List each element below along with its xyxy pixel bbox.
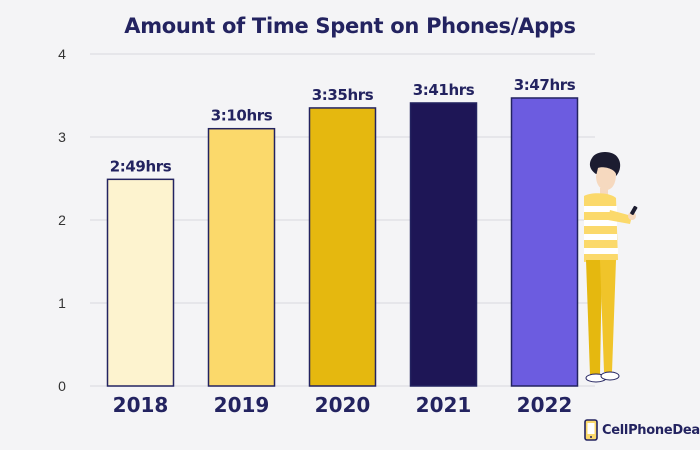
data-label: 3:41hrs bbox=[413, 81, 475, 99]
bar bbox=[106, 178, 175, 387]
data-labels: 2:49hrs 3:10hrs 3:35hrs 3:41hrs 3:47hrs bbox=[110, 76, 576, 175]
data-label: 2:49hrs bbox=[110, 157, 172, 175]
data-label: 3:10hrs bbox=[211, 107, 273, 125]
x-tick-label: 2019 bbox=[214, 393, 270, 417]
bar bbox=[510, 97, 579, 387]
brand-name: CellPhoneDeal bbox=[602, 422, 700, 438]
bar bbox=[409, 102, 478, 387]
x-tick-label: 2022 bbox=[517, 393, 573, 417]
person-using-phone-icon bbox=[584, 152, 638, 383]
y-tick-label: 4 bbox=[58, 46, 66, 62]
y-tick-label: 2 bbox=[58, 212, 66, 228]
x-axis-ticks: 2018 2019 2020 2021 2022 bbox=[113, 393, 573, 417]
bar bbox=[207, 127, 276, 387]
data-label: 3:35hrs bbox=[312, 86, 374, 104]
y-tick-label: 3 bbox=[58, 129, 66, 145]
bar bbox=[308, 107, 377, 387]
chart-title: Amount of Time Spent on Phones/Apps bbox=[124, 14, 576, 38]
x-tick-label: 2018 bbox=[113, 393, 169, 417]
x-tick-label: 2021 bbox=[416, 393, 472, 417]
data-label: 3:47hrs bbox=[514, 76, 576, 94]
phone-icon bbox=[584, 419, 598, 441]
bars bbox=[106, 97, 579, 387]
brand-logo: CellPhoneDeal bbox=[584, 418, 700, 442]
y-tick-label: 0 bbox=[58, 378, 66, 394]
y-axis-ticks: 0 1 2 3 4 bbox=[58, 46, 66, 394]
x-tick-label: 2020 bbox=[315, 393, 371, 417]
y-tick-label: 1 bbox=[58, 295, 66, 311]
